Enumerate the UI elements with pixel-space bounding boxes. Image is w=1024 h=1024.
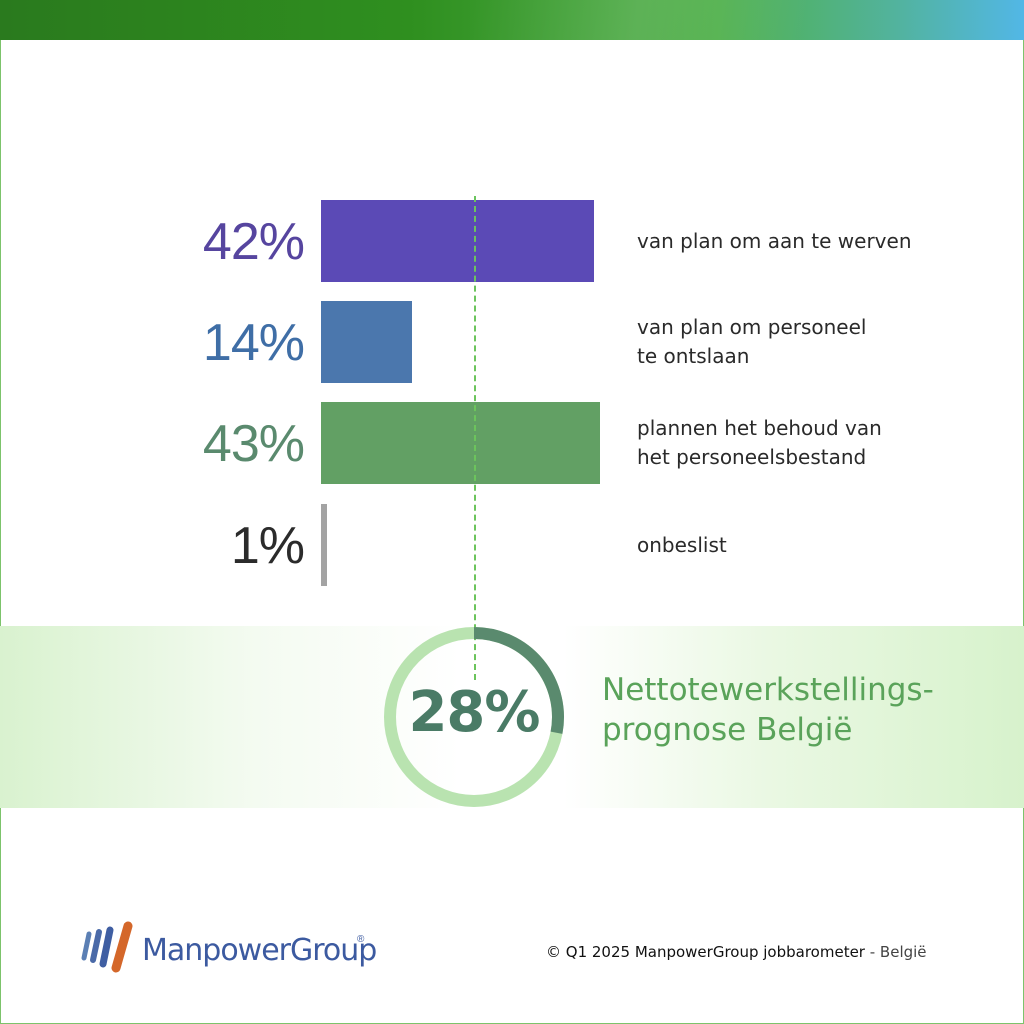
footer-main: © Q1 2025 ManpowerGroup jobbarometer xyxy=(546,943,865,961)
category-label-line: onbeslist xyxy=(637,532,727,557)
value-label-1: 42% xyxy=(202,213,305,271)
category-label-2: van plan om personeel te ontslaan xyxy=(637,313,967,371)
category-label-1: van plan om aan te werven xyxy=(637,227,967,256)
value-label-2: 14% xyxy=(202,314,305,372)
forecast-title-line1: Nettotewerkstellings- xyxy=(602,672,934,708)
category-label-4: onbeslist xyxy=(637,531,967,560)
top-gradient-band xyxy=(0,0,1024,40)
forecast-value: 28% xyxy=(408,680,540,745)
category-label-3: plannen het behoud van het personeelsbest… xyxy=(637,414,967,472)
forecast-marker-line xyxy=(474,196,476,680)
category-label-line: het personeelsbestand xyxy=(637,445,867,469)
category-label-line: van plan om personeel xyxy=(637,315,867,339)
footer-suffix: - België xyxy=(864,943,927,961)
value-label-3: 43% xyxy=(202,415,305,473)
footer-credit: © Q1 2025 ManpowerGroup jobbarometer - B… xyxy=(546,943,927,961)
manpower-logo-icon xyxy=(81,921,133,973)
logo-registered-mark: ® xyxy=(357,934,365,945)
forecast-donut xyxy=(384,627,564,807)
forecast-title-line2: prognose België xyxy=(602,712,853,748)
category-label-line: van plan om aan te werven xyxy=(637,228,912,253)
bar-2 xyxy=(321,301,412,383)
forecast-band xyxy=(0,626,1024,808)
value-label-4: 1% xyxy=(230,517,305,575)
category-label-line: te ontslaan xyxy=(637,344,750,368)
bar-1 xyxy=(321,200,594,282)
donut-arc xyxy=(473,627,564,734)
bar-4 xyxy=(321,504,327,586)
logo-wordmark: ManpowerGroup xyxy=(142,933,377,968)
forecast-title: Nettotewerkstellings- prognose België xyxy=(602,670,1002,750)
category-label-line: plannen het behoud van xyxy=(637,416,882,440)
bar-3 xyxy=(321,402,600,484)
